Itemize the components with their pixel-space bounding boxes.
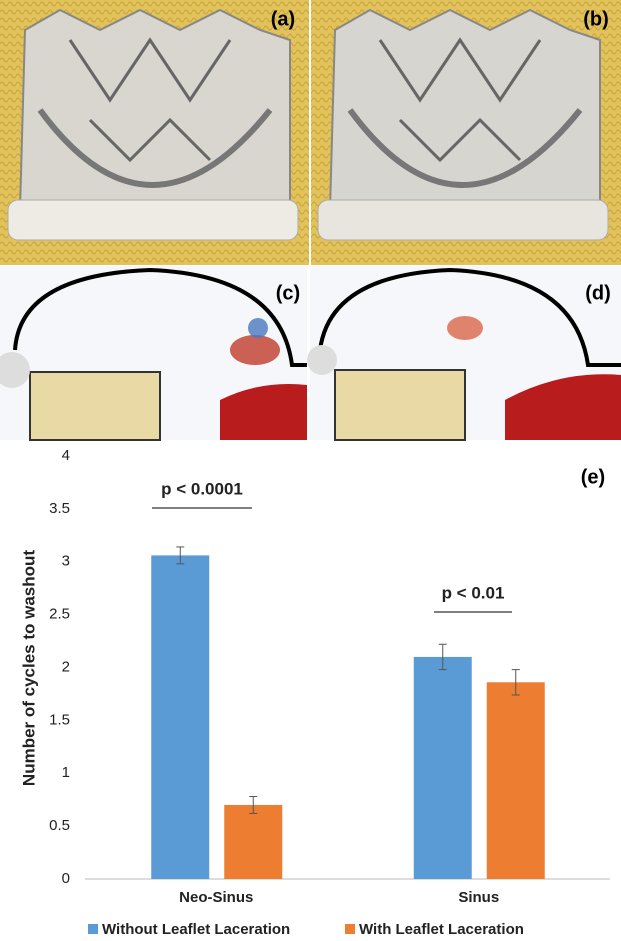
error-bar: [249, 796, 258, 814]
photo-b: (b): [311, 0, 621, 265]
y-tick-label: 2.5: [49, 606, 70, 623]
error-bar: [176, 546, 185, 565]
y-tick-label: 1.5: [49, 711, 70, 728]
flow-d: (d): [307, 266, 621, 441]
x-tick-label: Neo-Sinus: [179, 889, 253, 906]
legend-swatch: [345, 924, 355, 934]
legend-label: With Leaflet Laceration: [359, 921, 524, 938]
bar: [151, 555, 210, 879]
panel-label: (e): [581, 466, 605, 488]
y-tick-label: 1: [62, 764, 70, 781]
bar: [224, 804, 283, 879]
y-tick-label: 4: [62, 447, 70, 464]
panel-label: (a): [271, 8, 295, 30]
x-tick-label: Sinus: [458, 889, 499, 906]
y-axis-label: Number of cycles to washout: [19, 550, 38, 786]
error-bar: [511, 669, 520, 696]
flow-c: (c): [0, 266, 307, 441]
y-tick-label: 3: [62, 553, 70, 570]
legend-swatch: [88, 924, 98, 934]
panel-label: (c): [276, 282, 300, 304]
y-tick-label: 3.5: [49, 500, 70, 517]
y-tick-label: 2: [62, 658, 70, 675]
annotation: p < 0.01: [442, 583, 505, 602]
legend-label: Without Leaflet Laceration: [102, 921, 290, 938]
bar: [413, 656, 472, 879]
annotation: p < 0.0001: [161, 479, 243, 498]
y-tick-label: 0.5: [49, 817, 70, 834]
panel-label: (d): [585, 282, 611, 304]
error-bar: [438, 643, 447, 671]
y-tick-label: 0: [62, 870, 70, 887]
bar: [486, 682, 545, 879]
panel-label: (b): [583, 8, 609, 30]
photo-a: (a): [0, 0, 309, 265]
